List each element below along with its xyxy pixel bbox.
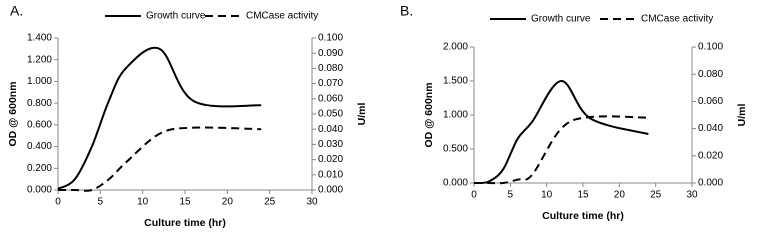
y2-tick-label: 0.000 [698, 178, 723, 189]
y2-tick-label: 0.060 [318, 93, 343, 104]
series-line [57, 126, 262, 192]
y-tick-label: 0.200 [27, 163, 52, 174]
y2-tick-label: 0.020 [318, 154, 343, 165]
y2-tick-label: 0.040 [318, 124, 343, 135]
series-line [473, 79, 649, 185]
y2-tick-label: 0.090 [318, 48, 343, 59]
x-tick-label: 0 [471, 190, 477, 201]
y2-tick-label: 0.000 [318, 185, 343, 196]
x-axis-title: Culture time (hr) [144, 217, 226, 229]
y-tick-label: 1.200 [27, 54, 52, 65]
y2-tick-label: 0.080 [318, 63, 343, 74]
x-tick-label: 25 [264, 197, 276, 208]
y2-axis-title: U/ml [356, 103, 368, 126]
legend-label: CMCase activity [246, 11, 318, 22]
y-tick-label: 0.500 [443, 144, 468, 155]
y-tick-label: 1.000 [443, 110, 468, 121]
y-tick-label: 0.800 [27, 98, 52, 109]
y2-tick-label: 0.080 [698, 69, 723, 80]
y2-tick-label: 0.020 [698, 150, 723, 161]
x-tick-label: 25 [650, 190, 662, 201]
x-tick-label: 0 [55, 197, 61, 208]
y-tick-label: 2.000 [443, 42, 468, 53]
series-line [57, 46, 262, 190]
y-tick-label: 1.400 [27, 33, 52, 44]
y-tick-label: 1.500 [443, 76, 468, 87]
x-tick-label: 15 [179, 197, 191, 208]
y2-axis-title: U/ml [736, 104, 748, 127]
legend-label: CMCase activity [641, 14, 713, 25]
y2-tick-label: 0.070 [318, 78, 343, 89]
series-line [474, 115, 649, 185]
y2-tick-label: 0.030 [318, 139, 343, 150]
y-tick-label: 0.000 [27, 185, 52, 196]
x-tick-label: 10 [137, 197, 149, 208]
panel-label: A. [10, 3, 23, 19]
y2-tick-label: 0.040 [698, 123, 723, 134]
x-tick-label: 20 [614, 190, 626, 201]
y2-tick-label: 0.100 [698, 42, 723, 53]
y-axis-title: OD @ 600nm [423, 82, 435, 147]
y2-tick-label: 0.010 [318, 169, 343, 180]
y-tick-label: 0.600 [27, 119, 52, 130]
x-tick-label: 10 [541, 190, 553, 201]
x-axis-title: Culture time (hr) [542, 210, 624, 222]
y-tick-label: 1.000 [27, 76, 52, 87]
x-tick-label: 20 [222, 197, 234, 208]
y2-tick-label: 0.100 [318, 33, 343, 44]
x-tick-label: 15 [577, 190, 589, 201]
legend-label: Growth curve [146, 11, 206, 22]
y-axis-title: OD @ 600nm [7, 81, 19, 146]
y-tick-label: 0.000 [443, 178, 468, 189]
x-tick-label: 30 [306, 197, 318, 208]
y2-tick-label: 0.050 [318, 109, 343, 120]
x-tick-label: 30 [686, 190, 698, 201]
y-tick-label: 0.400 [27, 141, 52, 152]
legend-label: Growth curve [531, 14, 591, 25]
y2-tick-label: 0.060 [698, 96, 723, 107]
panel-label: B. [400, 3, 413, 19]
x-tick-label: 5 [508, 190, 514, 201]
x-tick-label: 5 [98, 197, 104, 208]
